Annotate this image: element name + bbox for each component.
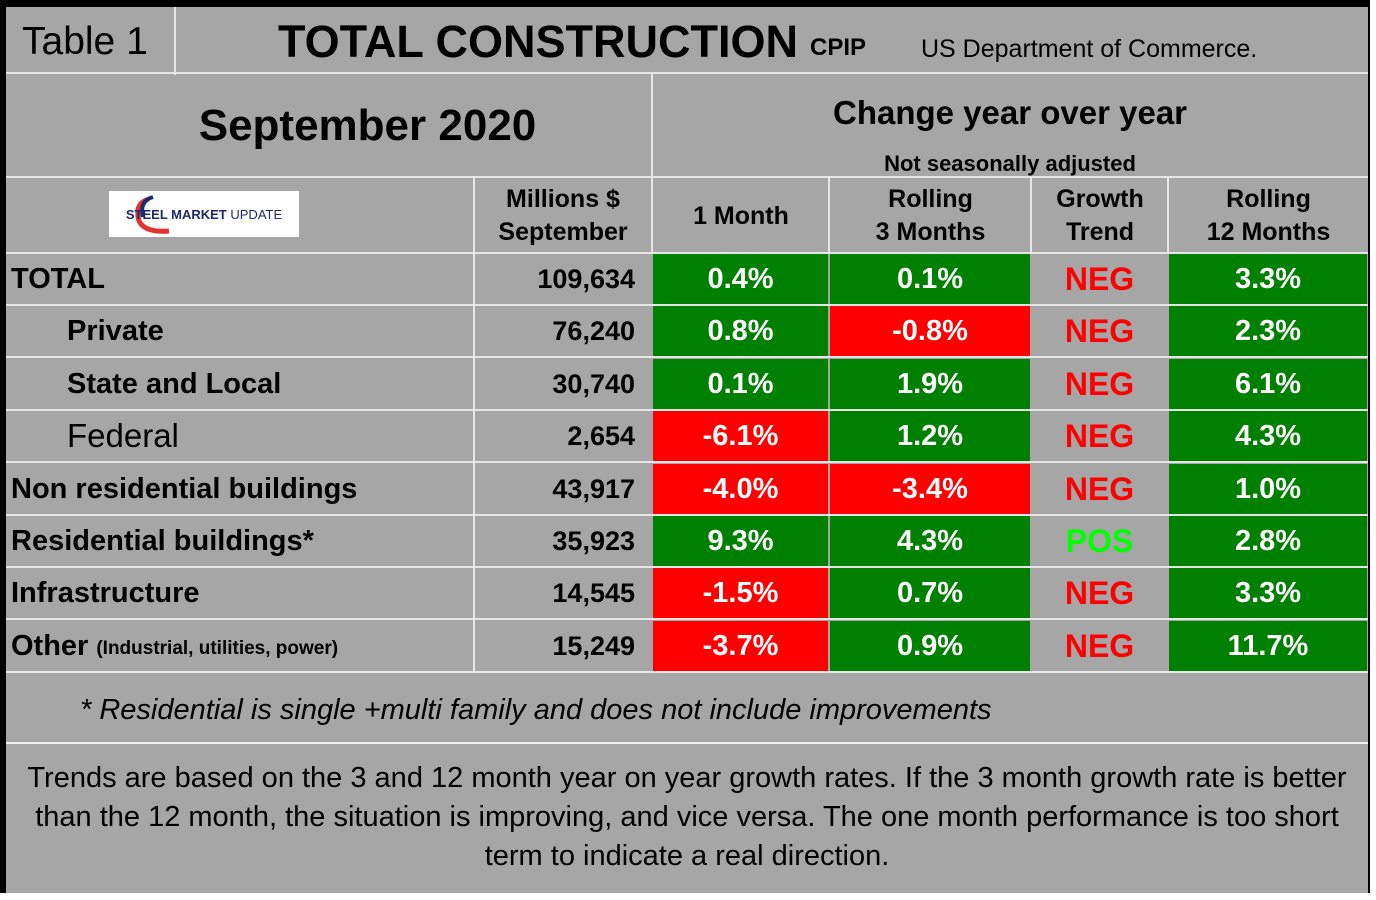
- cell-rolling-12: 3.3%: [1169, 568, 1367, 618]
- col-header-rolling-12: Rolling 12 Months: [1206, 185, 1331, 246]
- title-suffix: CPIP: [809, 34, 866, 61]
- cell-1-month: 0.1%: [653, 359, 828, 409]
- logo-text-bold: STEEL MARKET: [125, 206, 227, 222]
- col-header-1-month: 1 Month: [693, 201, 789, 230]
- logo: STEEL MARKET UPDATE: [109, 191, 299, 237]
- row-label: Federal: [67, 417, 179, 454]
- row-value: 2,654: [567, 420, 635, 451]
- row-label: Non residential buildings: [11, 472, 358, 505]
- cell-1-month: 0.8%: [653, 306, 828, 356]
- cell-1-month: 0.4%: [653, 254, 828, 304]
- row-sublabel: (Industrial, utilities, power): [96, 638, 339, 659]
- adjustment-note: Not seasonally adjusted: [884, 151, 1136, 176]
- cell-1-month: -3.7%: [653, 621, 828, 671]
- row-value: 109,634: [537, 263, 635, 294]
- row-value: 76,240: [552, 315, 635, 346]
- row-label: Infrastructure: [11, 576, 200, 609]
- cell-1-month: 9.3%: [653, 516, 828, 566]
- cell-rolling-3: -0.8%: [830, 306, 1030, 356]
- row-label: State and Local: [67, 367, 282, 400]
- row-label: Other (Industrial, utilities, power): [11, 629, 339, 662]
- change-heading: Change year over year: [832, 94, 1188, 131]
- cell-growth-trend: NEG: [1064, 365, 1135, 402]
- logo-text-light: UPDATE: [230, 206, 283, 222]
- cell-growth-trend: NEG: [1064, 312, 1135, 349]
- footnote: * Residential is single +multi family an…: [80, 693, 992, 726]
- cell-rolling-3: 1.9%: [830, 359, 1030, 409]
- cell-rolling-12: 6.1%: [1169, 359, 1367, 409]
- period-heading: September 2020: [198, 101, 537, 150]
- cell-growth-trend: NEG: [1064, 574, 1135, 611]
- row-value: 30,740: [552, 368, 635, 399]
- cell-growth-trend: NEG: [1064, 417, 1135, 454]
- title-text: TOTAL CONSTRUCTION: [278, 16, 798, 67]
- row-label: TOTAL: [11, 262, 105, 295]
- row-value: 35,923: [552, 525, 635, 556]
- cell-growth-trend: POS: [1065, 522, 1134, 559]
- cell-rolling-12: 2.8%: [1169, 516, 1367, 566]
- explanation-text: Trends are based on the 3 and 12 month y…: [27, 761, 1347, 872]
- row-value: 14,545: [552, 577, 635, 608]
- source-label: US Department of Commerce.: [921, 34, 1258, 63]
- cell-growth-trend: NEG: [1064, 627, 1135, 664]
- cell-rolling-3: 0.1%: [830, 254, 1030, 304]
- cell-rolling-3: 4.3%: [830, 516, 1030, 566]
- row-value: 43,917: [552, 473, 635, 504]
- row-label: Private: [67, 314, 164, 347]
- row-label: Residential buildings*: [11, 524, 314, 557]
- table-label: Table 1: [22, 20, 148, 63]
- cell-rolling-12: 1.0%: [1169, 464, 1367, 514]
- cell-growth-trend: NEG: [1064, 470, 1135, 507]
- cell-rolling-3: 1.2%: [830, 411, 1030, 461]
- col-header-rolling-3: Rolling 3 Months: [875, 185, 986, 246]
- col-header-millions: Millions $ September: [498, 185, 628, 246]
- logo-swoosh-icon: [135, 195, 170, 234]
- report-title: TOTAL CONSTRUCTION CPIP: [278, 16, 866, 68]
- cell-rolling-12: 11.7%: [1169, 621, 1367, 671]
- row-value: 15,249: [552, 630, 635, 661]
- cell-rolling-12: 3.3%: [1169, 254, 1367, 304]
- cell-1-month: -1.5%: [653, 568, 828, 618]
- cell-rolling-12: 2.3%: [1169, 306, 1367, 356]
- cell-1-month: -4.0%: [653, 464, 828, 514]
- col-header-growth-trend: Growth Trend: [1056, 185, 1144, 246]
- cell-rolling-3: 0.9%: [830, 621, 1030, 671]
- cell-growth-trend: NEG: [1064, 260, 1135, 297]
- cell-1-month: -6.1%: [653, 411, 828, 461]
- cell-rolling-12: 4.3%: [1169, 411, 1367, 461]
- cell-rolling-3: -3.4%: [830, 464, 1030, 514]
- cell-rolling-3: 0.7%: [830, 568, 1030, 618]
